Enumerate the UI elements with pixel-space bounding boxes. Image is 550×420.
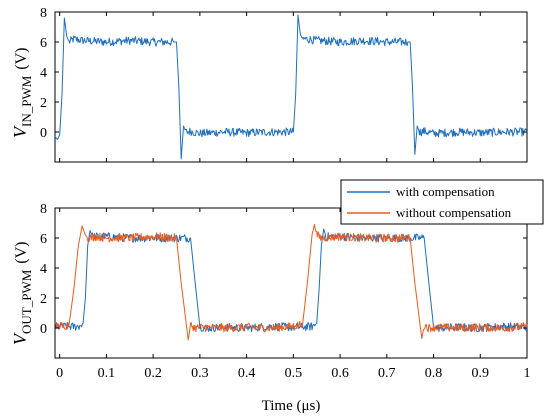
top-series-line-with-compensation xyxy=(54,14,528,160)
bottom-y-tick-label: 0 xyxy=(40,322,47,337)
x-tick-label: 0.1 xyxy=(98,366,116,381)
bottom-x-tick-group: 0 0.1 0.2 0.3 0.4 0.5 0.6 0.7 0.8 0.9 1 xyxy=(56,208,531,381)
top-y-tick-label: 2 xyxy=(40,96,47,111)
x-tick-label: 0 xyxy=(56,366,63,381)
top-plot-frame xyxy=(54,11,528,163)
top-y-axis-label: VIN_PWM(V) xyxy=(10,48,34,139)
bottom-y-axis-label: VOUT_PWM(V) xyxy=(10,242,34,346)
x-tick-label: 0.7 xyxy=(378,366,396,381)
x-tick-label: 1 xyxy=(524,366,531,381)
top-y-tick-label: 4 xyxy=(40,66,47,81)
legend-box xyxy=(340,179,544,225)
x-tick-label: 0.6 xyxy=(331,366,349,381)
x-tick-label: 0.4 xyxy=(238,366,256,381)
bottom-series-line-without-compensation xyxy=(54,224,528,341)
legend-label-with-compensation: with compensation xyxy=(396,184,495,199)
x-tick-label: 0.5 xyxy=(285,366,303,381)
legend: with compensation without compensation xyxy=(340,179,544,225)
top-y-tick-label: 0 xyxy=(40,126,47,141)
top-y-tick-group: 8 6 4 2 0 xyxy=(40,6,527,141)
bottom-plot-frame xyxy=(54,207,528,359)
bottom-y-tick-label: 8 xyxy=(40,202,47,217)
bottom-series-line-with-compensation xyxy=(54,228,528,333)
x-tick-label: 0.8 xyxy=(425,366,443,381)
bottom-panel: 8 6 4 2 0 0 0.1 0.2 0.3 0.4 0.5 0.6 0.7 0.8 0.9 1 VOUT… xyxy=(10,179,544,414)
x-tick-label: 0.2 xyxy=(144,366,162,381)
top-y-tick-label: 8 xyxy=(40,6,47,21)
bottom-y-tick-label: 6 xyxy=(40,232,47,247)
x-tick-label: 0.9 xyxy=(472,366,490,381)
top-panel: 8 6 4 2 0 VIN_PWM(V) xyxy=(10,6,528,163)
bottom-y-tick-label: 2 xyxy=(40,292,47,307)
top-x-tick-group xyxy=(59,12,528,162)
x-tick-label: 0.3 xyxy=(191,366,209,381)
top-y-tick-label: 6 xyxy=(40,36,47,51)
bottom-series-group xyxy=(54,224,528,341)
bottom-y-tick-label: 4 xyxy=(40,262,47,277)
legend-label-without-compensation: without compensation xyxy=(396,205,512,220)
top-series-group xyxy=(54,14,528,160)
x-axis-label: Time (μs) xyxy=(262,398,321,414)
